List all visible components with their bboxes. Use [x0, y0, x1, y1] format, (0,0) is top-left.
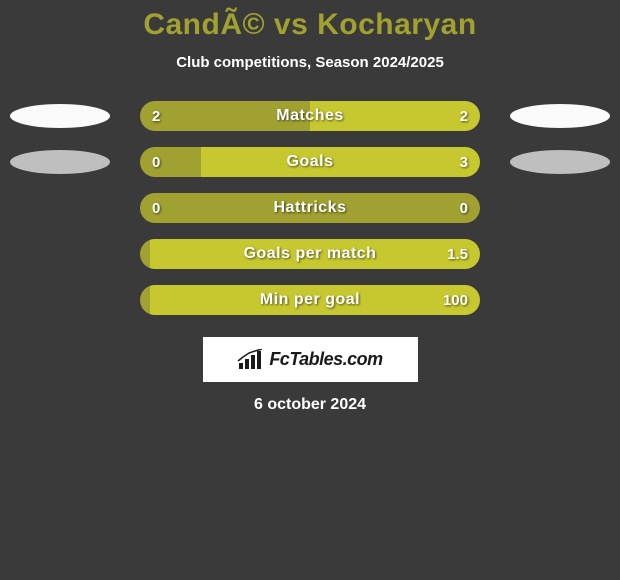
bar-right-fill [310, 101, 480, 131]
bar-right-fill [150, 239, 480, 269]
stat-bar: 100Min per goal [140, 285, 480, 315]
bar-left-fill [140, 101, 310, 131]
stat-bar: 22Matches [140, 101, 480, 131]
bar-left-fill [140, 239, 150, 269]
stat-row: 100Min per goal [0, 285, 620, 315]
brand-badge: FcTables.com [203, 337, 418, 382]
bar-left-fill [140, 193, 480, 223]
team-right-marker [510, 150, 610, 174]
bar-left-fill [140, 147, 201, 177]
bar-left-fill [140, 285, 150, 315]
subtitle: Club competitions, Season 2024/2025 [0, 54, 620, 71]
bar-right-fill [201, 147, 480, 177]
stat-bar: 1.5Goals per match [140, 239, 480, 269]
page-title: CandÃ© vs Kocharyan [0, 8, 620, 42]
stat-row: 00Hattricks [0, 193, 620, 223]
team-right-marker [510, 104, 610, 128]
footer-date: 6 october 2024 [0, 396, 620, 414]
team-left-marker [10, 104, 110, 128]
chart-icon [237, 349, 263, 371]
brand-text: FcTables.com [269, 349, 382, 370]
team-left-marker [10, 150, 110, 174]
stat-row: 22Matches [0, 101, 620, 131]
stat-bar: 00Hattricks [140, 193, 480, 223]
stats-rows: 22Matches 03Goals 00Hattricks 1.5Goals per … [0, 101, 620, 315]
bar-right-fill [150, 285, 480, 315]
stat-row: 03Goals [0, 147, 620, 177]
stat-row: 1.5Goals per match [0, 239, 620, 269]
stat-bar: 03Goals [140, 147, 480, 177]
